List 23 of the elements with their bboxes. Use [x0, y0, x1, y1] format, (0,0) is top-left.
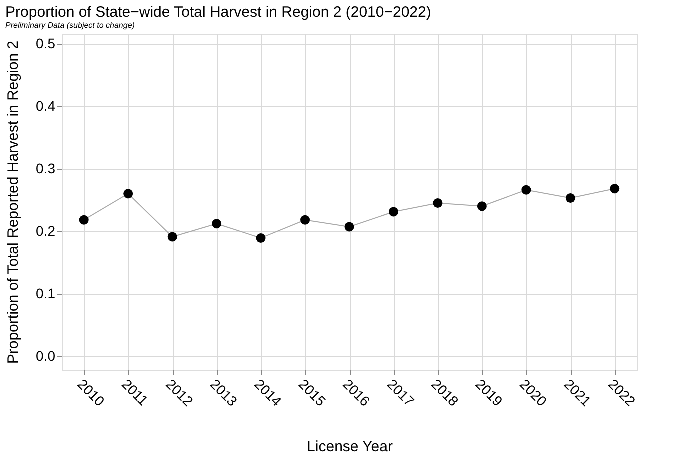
point [433, 198, 443, 208]
point [522, 185, 532, 195]
point [300, 215, 310, 225]
point [256, 233, 266, 243]
y-tick-label: 0.2 [36, 222, 56, 239]
chart-subtitle: Preliminary Data (subject to change) [6, 21, 136, 30]
point [566, 194, 576, 203]
y-tick-label: 0.3 [36, 160, 56, 176]
y-axis-title: Proportion of Total Reported Harvest in Region 2 [5, 40, 22, 364]
point [610, 184, 620, 194]
y-tick-label: 0.0 [36, 348, 56, 364]
point [477, 202, 487, 212]
point [79, 215, 89, 225]
point [124, 189, 134, 199]
point [168, 232, 178, 242]
y-tick-label: 0.4 [36, 98, 56, 114]
point [212, 219, 222, 229]
y-tick-label: 0.1 [36, 285, 56, 302]
point [344, 222, 354, 232]
chart-title: Proportion of State−wide Total Harvest in Region 2 (2010−2022) [6, 4, 432, 21]
point [388, 207, 398, 217]
y-tick-label: 0.5 [36, 35, 56, 52]
x-axis-title: License Year [307, 438, 393, 456]
